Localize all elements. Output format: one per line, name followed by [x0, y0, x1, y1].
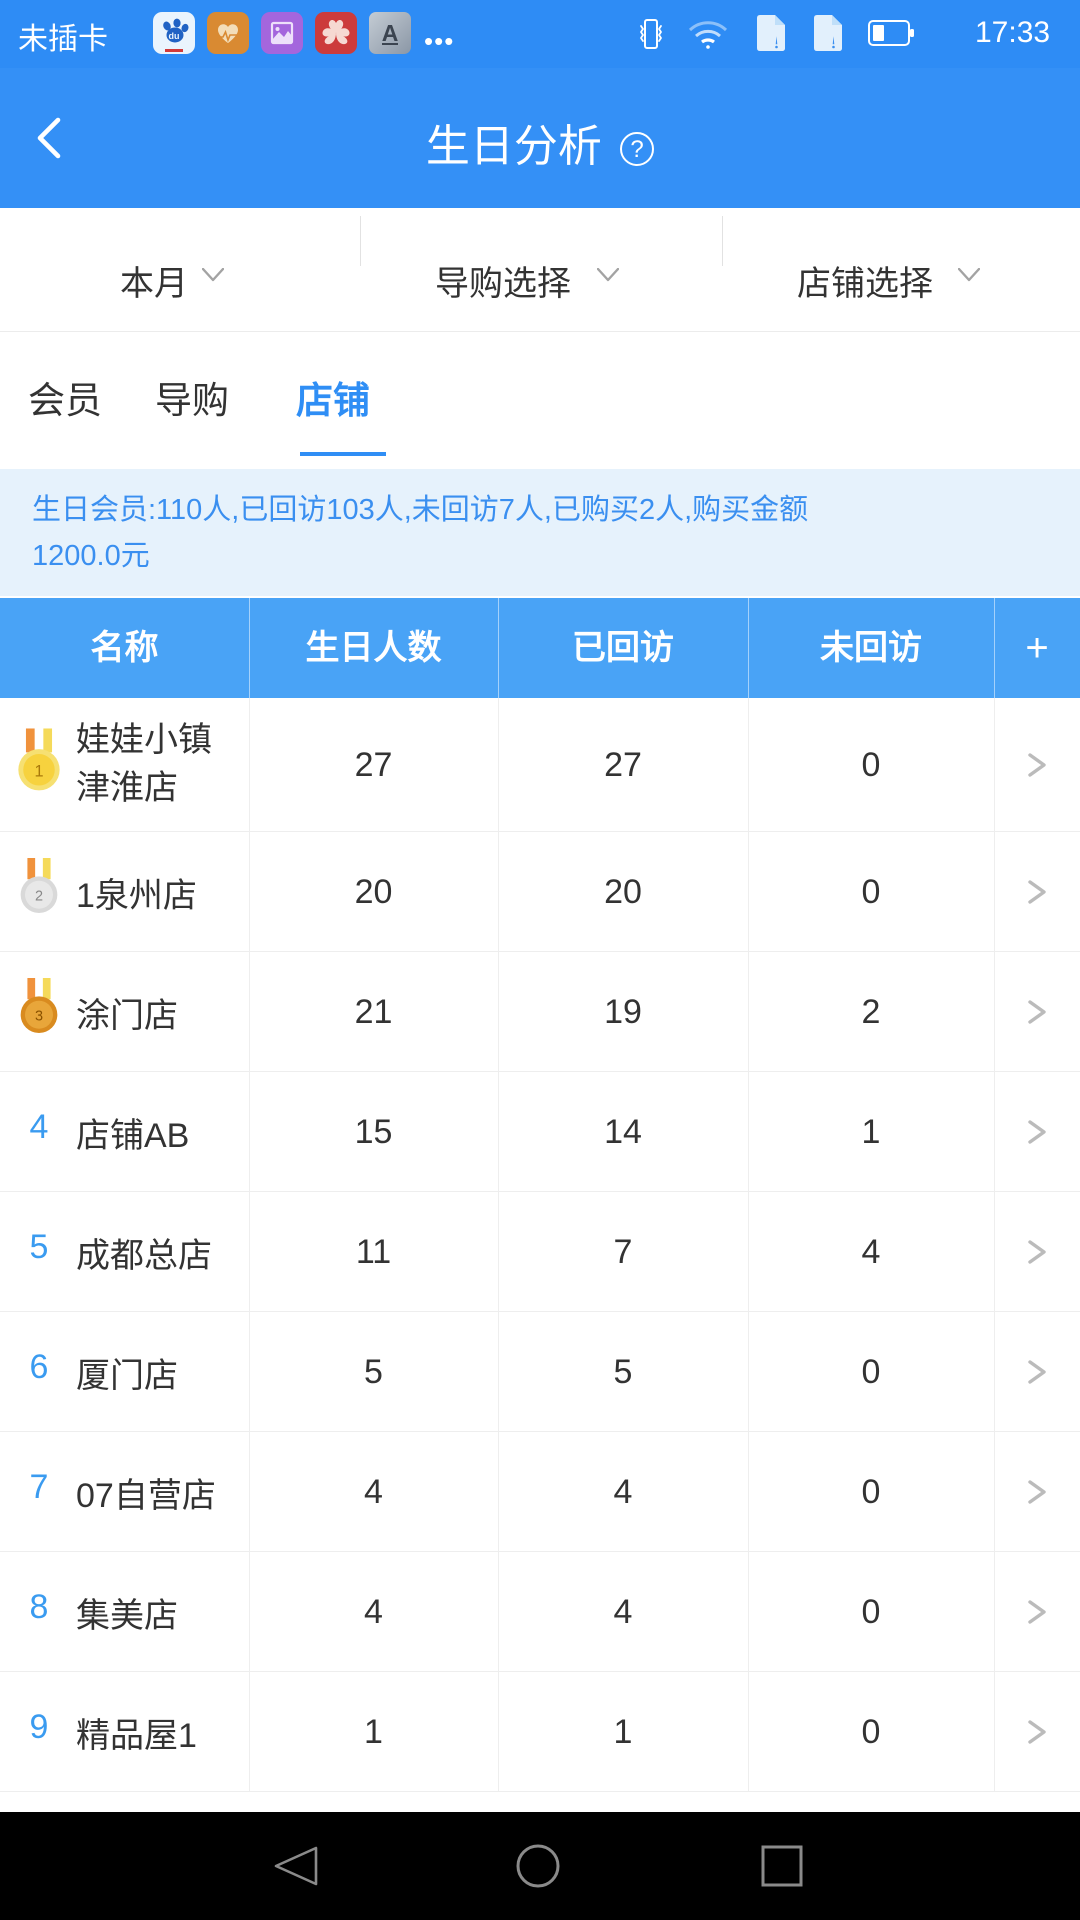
svg-text:2: 2: [35, 888, 43, 904]
svg-text:du: du: [169, 31, 180, 41]
svg-text:1: 1: [34, 762, 43, 780]
svg-text:A: A: [382, 20, 399, 46]
svg-text:3: 3: [35, 1008, 43, 1024]
